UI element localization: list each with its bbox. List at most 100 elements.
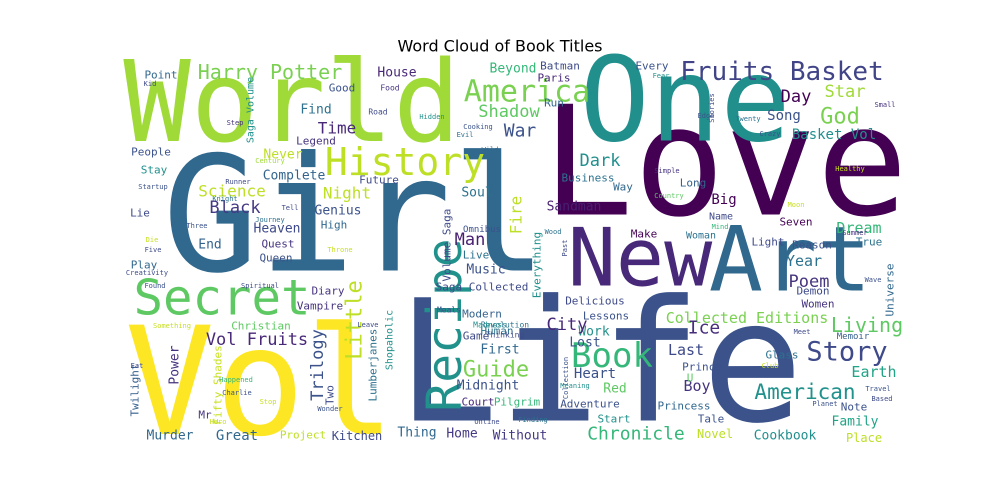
word: Heaven [254, 222, 301, 237]
word: Home [446, 427, 477, 442]
word: Journey [255, 216, 285, 224]
word: Name [709, 212, 733, 223]
word: First [480, 343, 519, 358]
word: Red [603, 382, 626, 397]
word: Future [359, 174, 399, 187]
word: Revolution [481, 321, 529, 330]
word: Cooking [463, 123, 493, 131]
word: Three [186, 222, 207, 230]
word: Edge [698, 112, 715, 120]
word: Poem [789, 272, 830, 292]
word: Spiritual [241, 282, 279, 290]
word: People [131, 146, 171, 159]
word: Twenty [735, 115, 760, 123]
word: Kitchen [332, 429, 383, 443]
word: Quest [261, 238, 294, 251]
word: Murder [147, 429, 194, 444]
word: Tale [698, 413, 725, 426]
word: Last [668, 341, 704, 359]
word: Charlie [222, 389, 252, 397]
word: Crazy [759, 130, 780, 138]
word: Collection [562, 357, 570, 399]
word: Evil [457, 131, 474, 139]
word: New [568, 212, 713, 305]
word: Thinking [486, 331, 525, 340]
word: House [377, 66, 416, 81]
word: Eat [131, 362, 144, 370]
word: Legend [296, 135, 336, 148]
word: One [579, 32, 790, 169]
word: Trilogy [308, 329, 328, 401]
word: Princess [658, 400, 711, 413]
word: Start [597, 413, 630, 426]
word: Stories [708, 93, 716, 123]
word: Game [463, 330, 490, 343]
word: Runner [225, 178, 250, 186]
word: End [198, 238, 221, 253]
word: Book [571, 336, 653, 376]
word: Thing [397, 426, 436, 441]
word: Happened [219, 376, 253, 384]
chart-title: Word Cloud of Book Titles [397, 37, 602, 56]
word: Music [466, 263, 505, 278]
word: Country [654, 192, 684, 200]
word: Light [751, 236, 784, 249]
word: Madness [473, 321, 507, 330]
word: Tell [282, 204, 299, 212]
word: Twilight [129, 364, 142, 417]
word: God [820, 105, 860, 130]
word: Modern [462, 308, 502, 321]
word: Two [324, 385, 337, 405]
word: Memoir [837, 332, 870, 342]
word: Guide [463, 358, 529, 383]
word: Time [318, 119, 357, 138]
word: Big [711, 192, 736, 208]
word: Christian [231, 320, 291, 333]
word: Finding [518, 416, 548, 424]
word: Creativity [126, 269, 168, 277]
word: Lie [130, 207, 150, 220]
word: Midnight [457, 379, 520, 394]
word: American [754, 380, 855, 404]
word: Lost [569, 336, 600, 351]
word: Run [544, 97, 564, 110]
word: War [504, 121, 537, 142]
word: Stop [260, 398, 277, 406]
word: Long [680, 177, 707, 190]
word: Saga Collected [436, 281, 529, 294]
word: Stay [141, 164, 168, 177]
word: Black [209, 198, 260, 218]
word: Great [216, 428, 258, 444]
word: Soul [461, 186, 492, 201]
word: Glass [765, 349, 798, 362]
word: Adventure [560, 398, 620, 411]
word: Something [153, 322, 191, 330]
word: Online [474, 418, 499, 426]
word: Simple [654, 167, 679, 175]
word: Food [380, 84, 399, 93]
word: Shopaholic [385, 310, 396, 370]
word: Wave [865, 276, 882, 284]
word: Song [767, 108, 801, 124]
word: Genius [315, 204, 362, 219]
word: High [321, 219, 348, 232]
word: Seven [779, 216, 812, 229]
word: Good [329, 82, 356, 95]
word: Art [709, 208, 872, 313]
word: Man [455, 230, 486, 250]
word: Fruits Basket [680, 57, 884, 87]
word: Based [871, 395, 892, 403]
word: Throne [327, 246, 352, 254]
word: Play [131, 259, 158, 272]
word: Chronicle [587, 424, 685, 445]
word: Make [631, 228, 658, 241]
word: Pilgrim [494, 396, 541, 409]
word: Human [480, 325, 513, 338]
word: Every [635, 60, 668, 73]
word: Shadow [478, 102, 540, 122]
word: Never [263, 148, 302, 163]
word: Boy [683, 377, 710, 395]
word: Way [613, 181, 633, 194]
word: Club [762, 362, 779, 370]
